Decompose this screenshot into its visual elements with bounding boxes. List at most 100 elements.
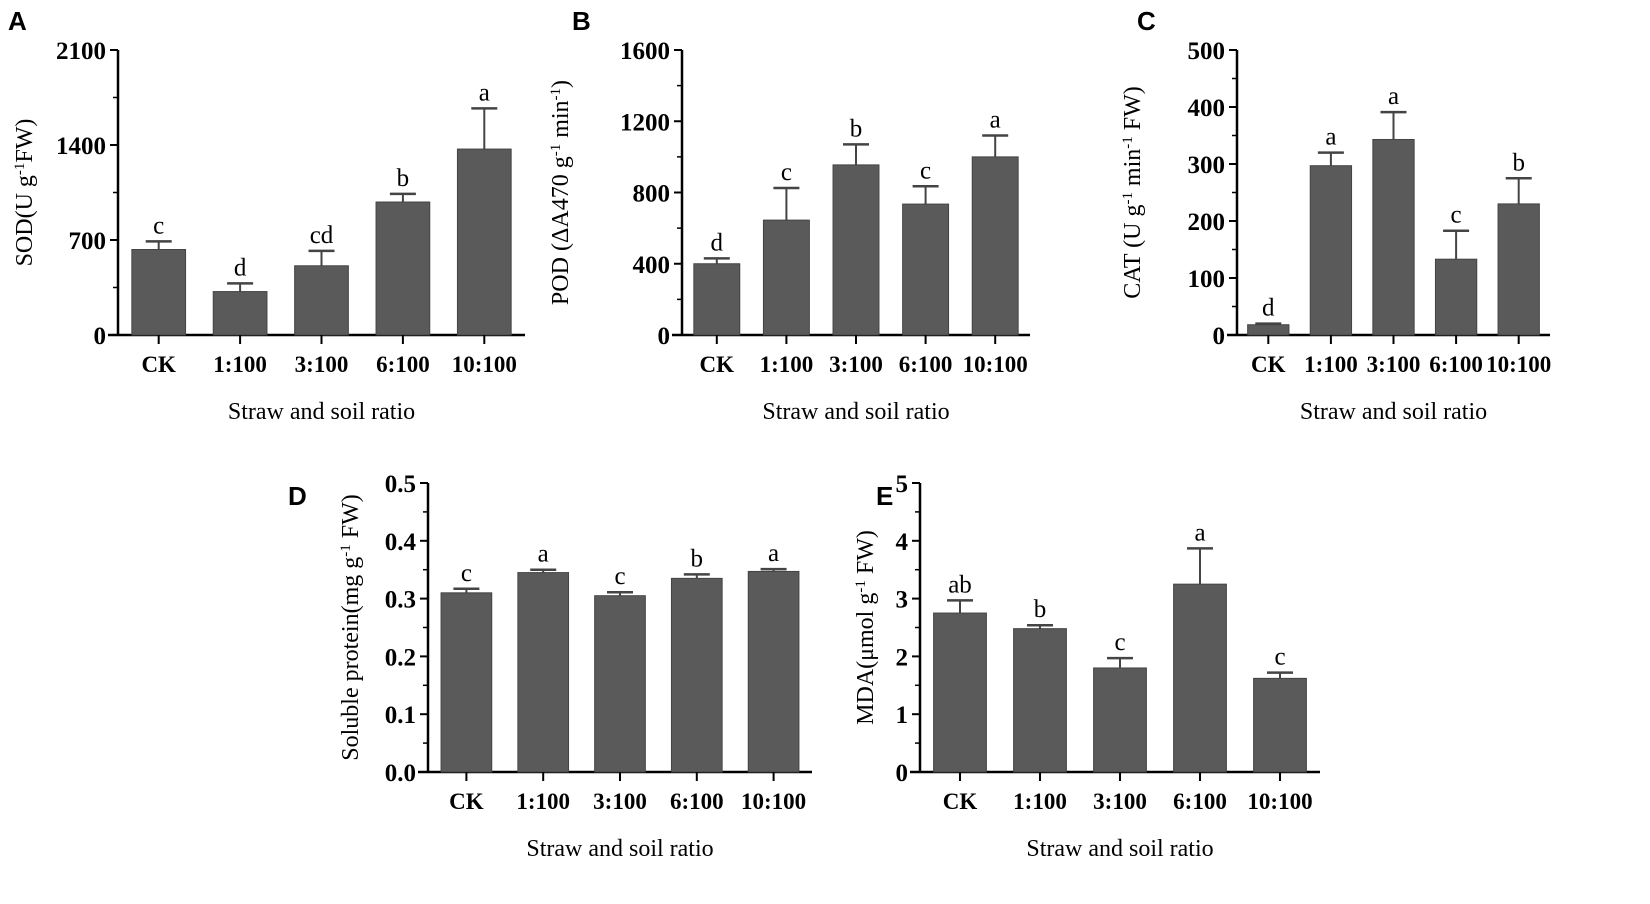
y-axis-label: SOD(U g-1FW) (12, 119, 38, 267)
x-tick-label: 10:100 (452, 352, 517, 377)
y-axis-label-superscript: -1 (853, 580, 869, 593)
bar (1013, 628, 1067, 773)
bar (933, 612, 987, 773)
x-tick-label: 1:100 (213, 352, 267, 377)
y-tick-label: 1200 (620, 109, 670, 136)
y-tick-label: 400 (633, 252, 671, 279)
significance-letter: a (990, 107, 1001, 134)
chart-panel-e: E 0 1 2 3 4 5 ab CK b 1:100 c 3:100 a 6:100 c 10:100 Stra… (853, 471, 1320, 862)
y-tick-label: 0 (896, 760, 909, 787)
y-tick-label: 4 (896, 529, 909, 556)
significance-letter: a (768, 540, 779, 567)
y-axis-label: Soluble protein(mg g-1 FW) (338, 494, 364, 760)
x-tick-label: 10:100 (1486, 352, 1551, 377)
x-tick-label: 6:100 (670, 789, 724, 814)
x-axis-label: Straw and soil ratio (526, 836, 713, 862)
y-tick-label: 0 (1213, 323, 1226, 350)
bar (971, 156, 1019, 336)
bar (294, 265, 349, 336)
bar (747, 570, 800, 773)
bar (1253, 677, 1307, 773)
significance-letter: a (1388, 83, 1399, 110)
x-tick-label: 1:100 (1013, 789, 1067, 814)
bar (517, 572, 570, 773)
x-tick-label: CK (1251, 352, 1286, 377)
significance-letter: d (711, 229, 724, 256)
panel-label: D (288, 481, 307, 511)
significance-letter: b (1512, 149, 1525, 176)
y-tick-label: 800 (633, 181, 671, 208)
significance-letter: c (920, 157, 931, 184)
significance-letter: c (1451, 202, 1462, 229)
y-axis-label-part: min (548, 100, 574, 143)
y-tick-label: 0.4 (385, 529, 417, 556)
y-axis-label-part: FW) (338, 494, 364, 544)
x-tick-label: 6:100 (376, 352, 430, 377)
significance-letter: b (850, 115, 863, 142)
x-tick-label: 10:100 (741, 789, 806, 814)
y-axis-label-superscript: -1 (548, 144, 564, 157)
significance-letter: ab (948, 571, 972, 598)
panel-label: A (8, 6, 27, 36)
chart-panel-a: A 0 700 1400 2100 c CK d 1:100 cd 3:100 b 6:100 a 10:1… (8, 6, 525, 425)
y-tick-label: 1600 (620, 38, 670, 65)
y-tick-label: 0.0 (385, 760, 416, 787)
y-tick-label: 3 (896, 587, 909, 614)
y-tick-label: 400 (1188, 95, 1226, 122)
y-axis-label-part: Soluble protein(mg g (338, 557, 364, 761)
y-tick-label: 5 (896, 471, 909, 498)
x-tick-label: CK (449, 789, 484, 814)
y-tick-label: 1400 (56, 133, 106, 160)
y-tick-label: 700 (69, 228, 107, 255)
significance-letter: b (691, 545, 704, 572)
x-axis-label: Straw and soil ratio (228, 399, 415, 425)
chart-panel-b: B 0 400 800 1200 1600 d CK c 1:100 b 3:100 c 6:100 a 10… (548, 6, 1030, 425)
y-tick-label: 0.5 (385, 471, 416, 498)
y-axis-label-part: FW) (853, 530, 879, 580)
y-axis-label-part: POD (ΔA470 g (548, 156, 574, 305)
bar (131, 249, 187, 336)
panel-label: C (1137, 6, 1156, 36)
x-tick-label: CK (141, 352, 176, 377)
y-axis-label: POD (ΔA470 g-1 min-1) (548, 80, 574, 305)
bar (1372, 138, 1415, 336)
x-tick-label: CK (943, 789, 978, 814)
y-tick-label: 300 (1188, 152, 1226, 179)
bar (1173, 583, 1227, 773)
bar (594, 595, 646, 773)
significance-letter: c (614, 563, 625, 590)
y-axis-label: MDA(μmol g-1 FW) (853, 530, 879, 725)
y-tick-label: 0.1 (385, 702, 416, 729)
y-tick-label: 2100 (56, 38, 106, 65)
chart-panel-c: C 0 100 200 300 400 500 d CK a 1:100 a 3:100 c 6:100 b 1… (1120, 6, 1551, 425)
bar (1093, 667, 1147, 773)
significance-letter: c (461, 560, 472, 587)
y-axis-label-part: ) (548, 80, 574, 88)
y-axis-label-superscript: -1 (1120, 192, 1136, 205)
significance-letter: a (479, 79, 490, 106)
x-tick-label: 10:100 (963, 352, 1028, 377)
significance-letter: a (1194, 519, 1205, 546)
bar (212, 291, 268, 336)
bar (1434, 258, 1478, 336)
x-tick-label: CK (700, 352, 735, 377)
x-axis-label: Straw and soil ratio (762, 399, 949, 425)
chart-panel-d: D 0.0 0.1 0.2 0.3 0.4 0.5 c CK a 1:100 c 3:100 b 6:100… (288, 471, 812, 862)
significance-letter: d (234, 254, 247, 281)
x-tick-label: 3:100 (1093, 789, 1147, 814)
significance-letter: c (153, 212, 164, 239)
x-tick-label: 10:100 (1247, 789, 1312, 814)
x-axis-label: Straw and soil ratio (1026, 836, 1213, 862)
significance-letter: a (538, 541, 549, 568)
y-tick-label: 0.2 (385, 644, 416, 671)
y-axis-label-part: SOD(U g (12, 175, 38, 266)
x-tick-label: 6:100 (899, 352, 953, 377)
panel-label: B (572, 6, 591, 36)
y-tick-label: 1 (896, 702, 909, 729)
significance-letter: b (397, 165, 410, 192)
y-axis-label-superscript: -1 (12, 163, 28, 176)
y-axis-label: CAT (U g-1 min-1 FW) (1120, 86, 1146, 299)
bar (375, 201, 431, 336)
bar (762, 219, 810, 336)
